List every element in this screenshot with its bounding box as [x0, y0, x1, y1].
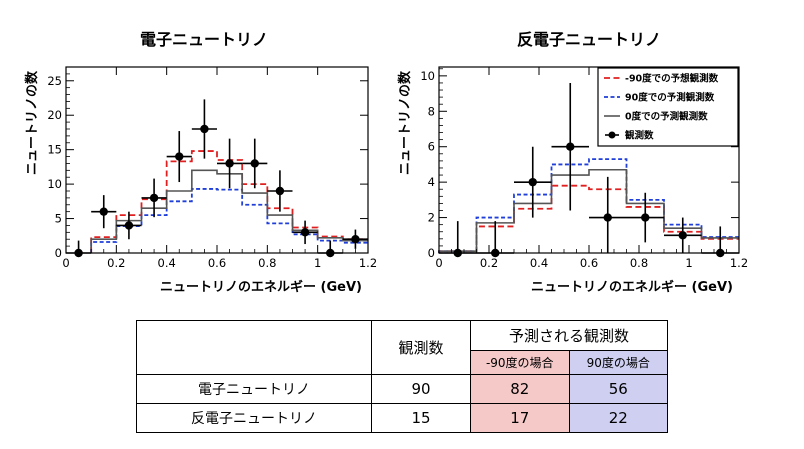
observed-point — [678, 231, 687, 240]
observed-point — [528, 177, 537, 187]
x-tick-label: 0.8 — [630, 256, 648, 270]
x-tick-label: 1.2 — [359, 256, 377, 270]
x-axis-label: ニュートリノのエネルギー (GeV) — [160, 279, 362, 295]
observed-point — [603, 213, 612, 222]
x-tick-label: 0.6 — [208, 256, 226, 270]
chart-title: 反電子ニュートリノ — [517, 30, 661, 49]
observed-point — [300, 228, 310, 237]
y-tick-label: 5 — [55, 212, 62, 226]
x-tick-label: 0.6 — [580, 256, 598, 270]
minus90-subheader: -90度の場合 — [470, 350, 570, 375]
histogram-gray — [90, 169, 368, 253]
plus90-subheader: 90度の場合 — [568, 350, 668, 375]
plus90-value: 22 — [568, 403, 668, 433]
y-tick-label: 10 — [420, 69, 435, 83]
observed-point — [99, 207, 108, 216]
table-header-row: 観測数 予測される観測数 — [136, 320, 668, 375]
x-axis-label: ニュートリノのエネルギー (GeV) — [531, 279, 733, 295]
table-row: 電子ニュートリノ 90 82 56 — [136, 374, 668, 404]
x-tick-label: 0.4 — [530, 256, 548, 270]
y-tick-label: 10 — [47, 177, 62, 191]
minus90-value: 82 — [470, 374, 570, 404]
observed-point — [149, 193, 159, 203]
y-tick-label: 4 — [428, 175, 435, 189]
x-tick-label: 0.8 — [258, 256, 276, 270]
row-label: 電子ニュートリノ — [136, 374, 372, 404]
plot-frame — [65, 66, 369, 254]
legend-label: 0度での予測観測数 — [625, 111, 708, 123]
histogram-gray — [438, 168, 739, 253]
observed-point — [124, 221, 134, 230]
observed-point — [225, 159, 234, 168]
y-tick-label: 0 — [55, 246, 62, 260]
legend-swatch-point — [608, 131, 616, 139]
x-tick-label: 1 — [314, 256, 321, 270]
x-tick-label: 1 — [685, 256, 692, 270]
y-tick-label: 6 — [428, 140, 435, 154]
y-axis-label: ニュートリノの数 — [397, 70, 413, 175]
electron-neutrino-chart: 電子ニュートリノ 0 0.2 0.4 0.6 0.8 1 1.2 0 5 10 15 20 25 ニュートリ… — [24, 30, 377, 295]
observed-header: 観測数 — [371, 320, 471, 375]
x-tick-label: 0.2 — [480, 256, 498, 270]
legend-box — [597, 67, 739, 147]
x-tick-label: 0 — [62, 256, 69, 270]
histogram-red — [438, 184, 739, 253]
x-tick-label: 0 — [435, 256, 442, 270]
predicted-header: 予測される観測数 — [470, 320, 668, 351]
x-tick-label: 0.4 — [158, 256, 176, 270]
legend-label: 90度での予測観測数 — [625, 92, 715, 104]
summary-table: 観測数 予測される観測数 -90度の場合 90度の場合 電子ニュートリノ 90 … — [136, 320, 668, 433]
y-tick-label: 25 — [47, 74, 62, 88]
table-subheader-row: -90度の場合 90度の場合 — [137, 350, 668, 375]
observed-point — [351, 235, 360, 244]
y-tick-label: 15 — [47, 143, 62, 157]
observed-point — [175, 152, 184, 161]
observed-point — [200, 124, 209, 134]
y-tick-label: 0 — [428, 246, 435, 260]
x-tick-label: 1.2 — [730, 256, 748, 270]
x-tick-label: 0.2 — [107, 256, 125, 270]
observed-point — [275, 186, 285, 196]
table-row: 反電子ニュートリノ 15 17 22 — [136, 403, 668, 433]
observed-value: 15 — [371, 403, 471, 433]
legend-label: -90度での予想観測数 — [625, 73, 719, 85]
observed-point — [250, 159, 259, 168]
observed-point — [566, 142, 575, 151]
chart-title: 電子ニュートリノ — [140, 30, 268, 49]
y-tick-label: 8 — [428, 104, 435, 118]
plus90-value: 56 — [568, 374, 668, 404]
histogram-red — [90, 150, 368, 253]
observed-point — [641, 213, 650, 222]
legend-label: 観測数 — [625, 130, 654, 142]
table-corner-cell — [136, 320, 372, 375]
row-label: 反電子ニュートリノ — [136, 403, 372, 433]
minus90-value: 17 — [470, 403, 570, 433]
observed-value: 90 — [371, 374, 471, 404]
y-tick-label: 20 — [47, 108, 62, 122]
y-axis-label: ニュートリノの数 — [24, 70, 40, 175]
anti-electron-neutrino-chart: 反電子ニュートリノ 0 0.2 0.4 0.6 0.8 1 1.2 0 2 4 6 8 10 ニュートリノの… — [397, 30, 748, 295]
y-tick-label: 2 — [428, 211, 435, 225]
